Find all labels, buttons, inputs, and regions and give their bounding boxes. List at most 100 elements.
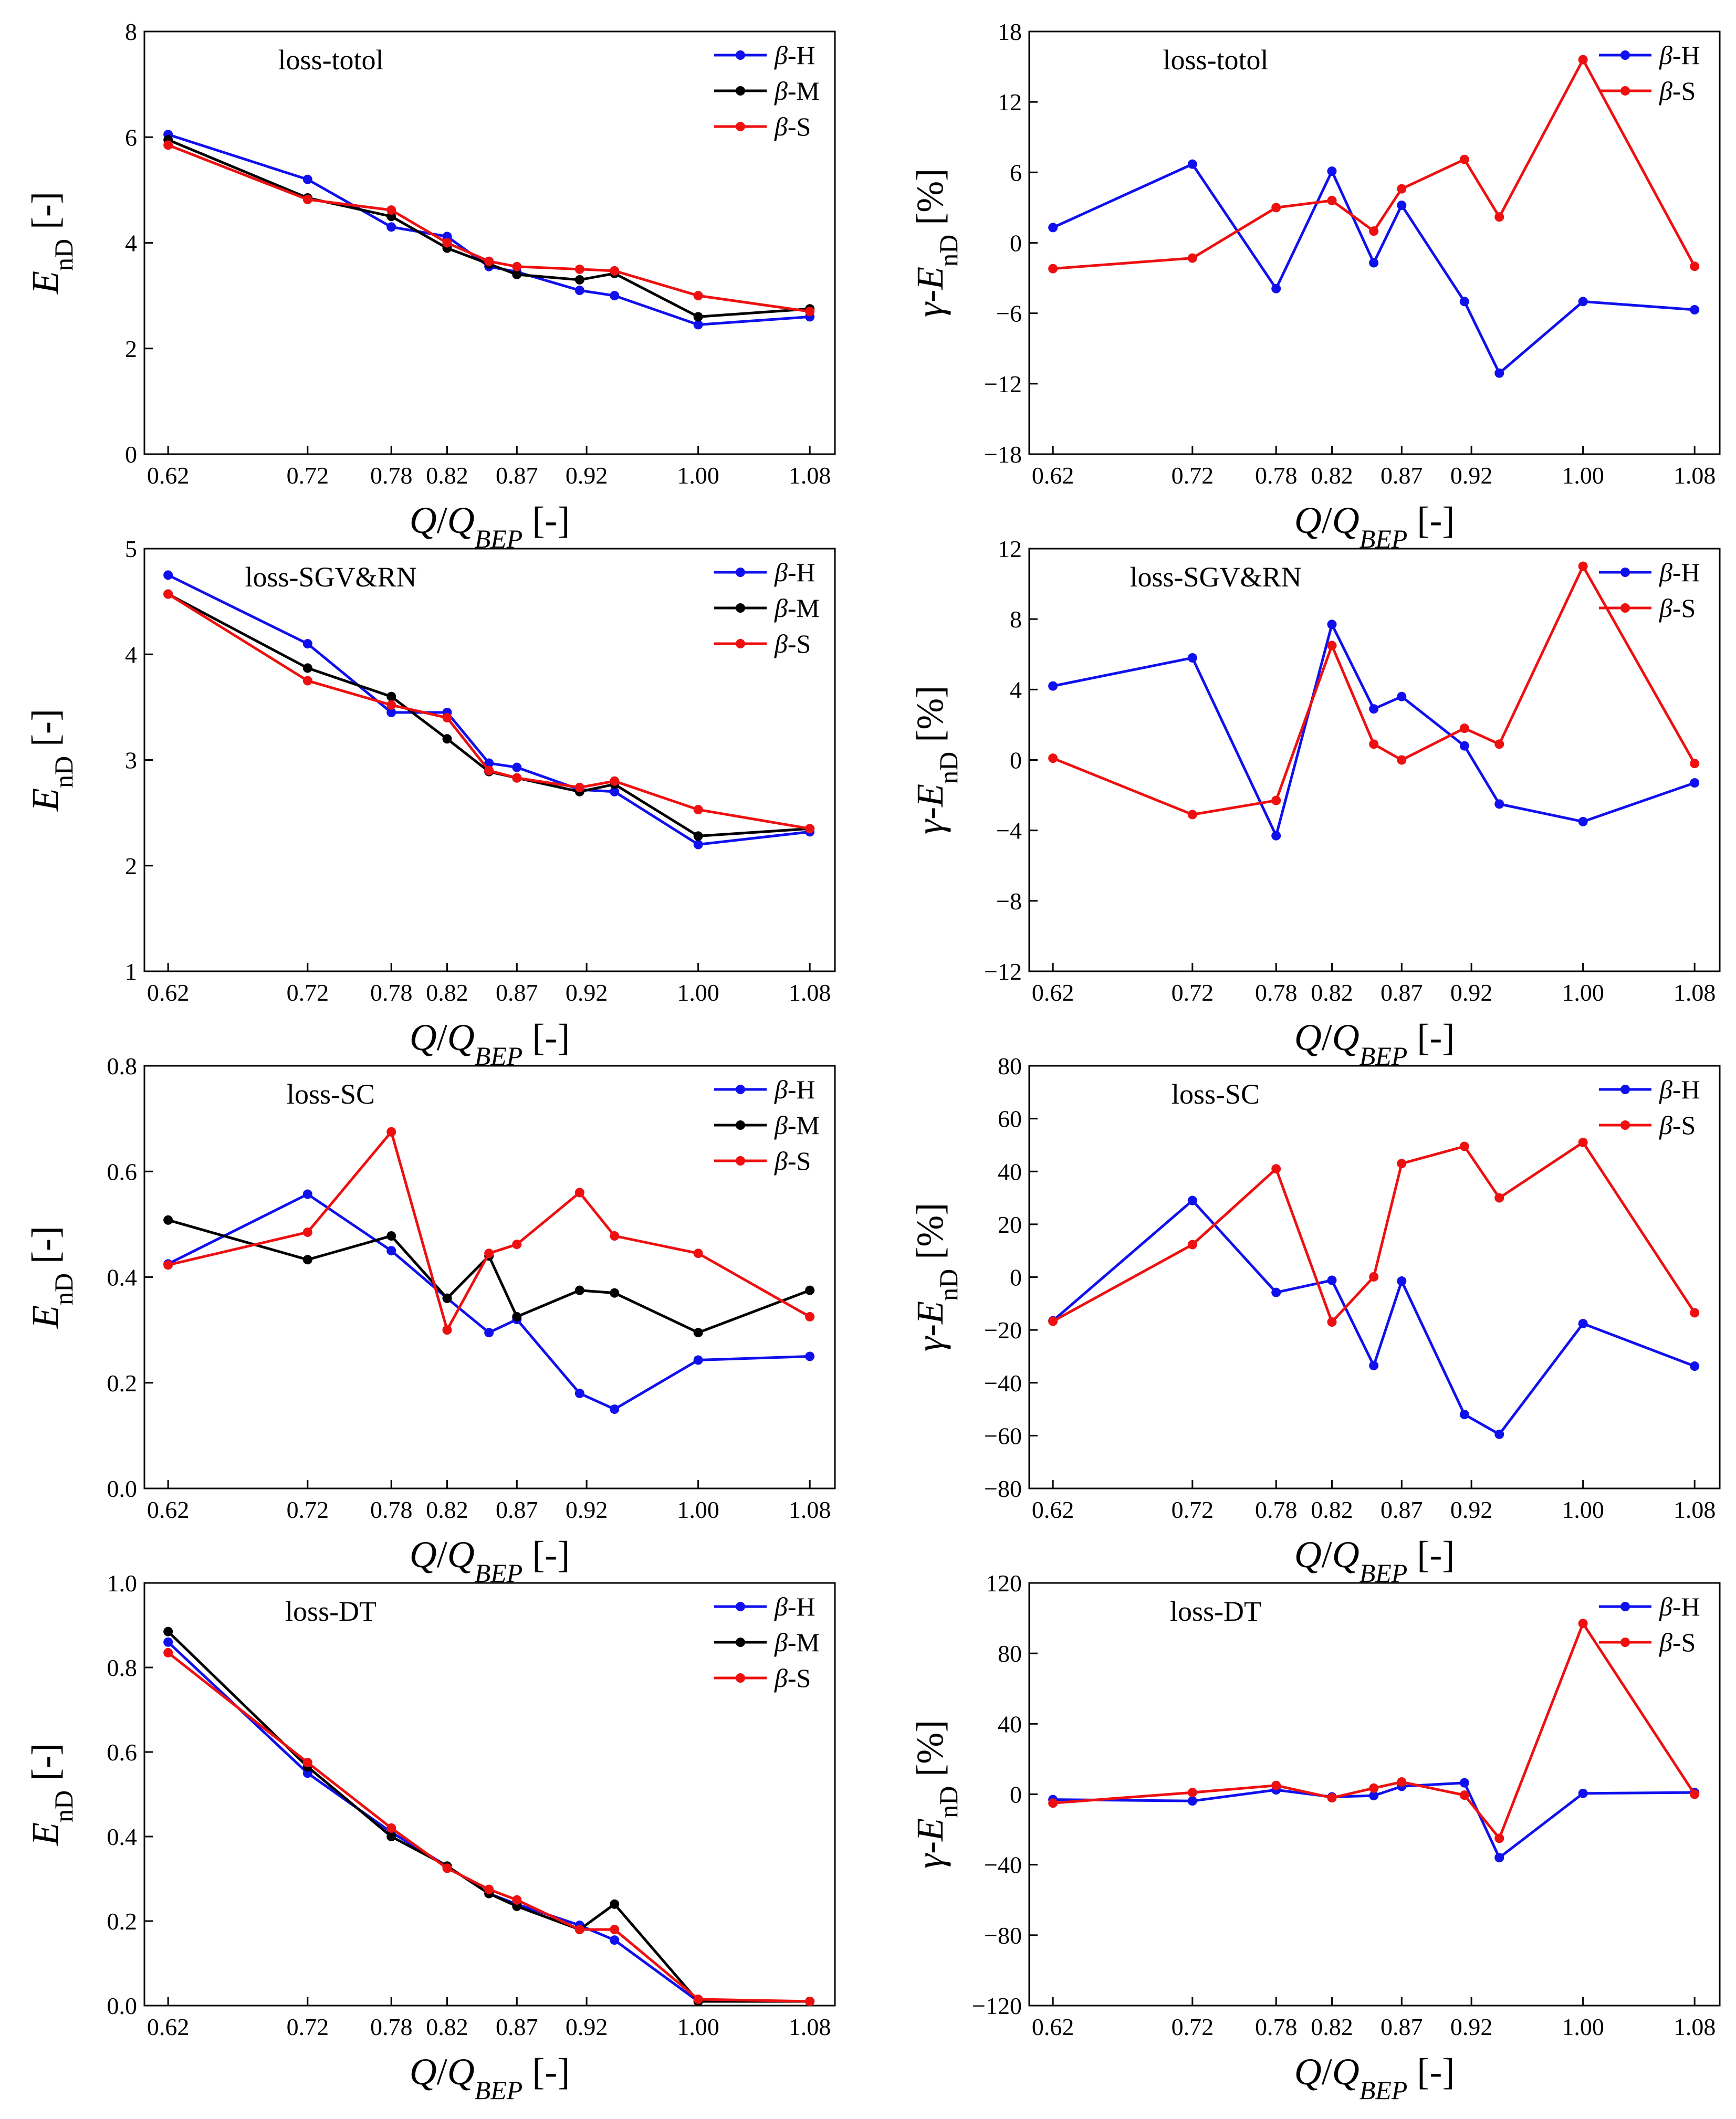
data-point-beta_H [1271, 831, 1281, 841]
x-tick-label: 0.78 [370, 1496, 413, 1523]
legend-label-beta_H: β-H [774, 1075, 815, 1104]
series-line-beta_M [168, 1219, 811, 1334]
plot-frame [143, 30, 836, 455]
data-point-beta_M [302, 1255, 312, 1265]
data-point-beta_M [386, 1231, 396, 1241]
data-point-beta_S [1690, 261, 1700, 271]
data-point-beta_H [1690, 778, 1700, 788]
x-tick-label: 0.78 [1255, 979, 1298, 1006]
data-point-beta_S [1459, 154, 1469, 164]
legend-marker-beta_M [736, 86, 745, 96]
data-point-beta_H [1271, 284, 1281, 293]
data-point-beta_S [386, 1127, 396, 1137]
data-point-beta_S [1578, 1137, 1588, 1147]
data-point-beta_H [1494, 1853, 1504, 1863]
legend-label-beta_S: β-S [774, 1146, 811, 1176]
legend-label-beta_H: β-H [774, 558, 815, 587]
data-point-beta_S [1397, 1777, 1407, 1787]
y-tick-label: 2 [125, 853, 137, 879]
x-tick-label: 0.92 [1450, 462, 1493, 489]
x-tick-label: 1.08 [789, 979, 831, 1006]
x-tick-label: 1.00 [677, 1496, 719, 1523]
x-tick-label: 0.78 [370, 979, 413, 1006]
data-point-beta_H [1494, 799, 1504, 809]
x-tick-label: 1.08 [1674, 462, 1716, 489]
data-point-beta_M [574, 275, 584, 285]
x-tick-label: 0.87 [1381, 2013, 1423, 2040]
data-point-beta_S [1578, 561, 1588, 571]
data-point-beta_S [1187, 810, 1197, 820]
chart-panel-7: 0.0 0.2 0.4 0.6 0.8 1.0 0.62 0.72 0.78 0.82 0.87 0.… [24, 1570, 836, 2105]
data-point-beta_M [442, 1293, 452, 1303]
y-axis-label: γ-EnD [%] [909, 1720, 963, 1869]
y-tick-label: 0 [1010, 1781, 1022, 1808]
data-point-beta_H [1187, 1195, 1197, 1205]
y-tick-label: 2 [125, 335, 137, 362]
data-point-beta_H [574, 286, 584, 296]
y-tick-label: −20 [984, 1317, 1022, 1344]
x-axis-label: Q/QBEP [-] [410, 499, 570, 553]
x-tick-label: 0.72 [287, 2013, 329, 2040]
data-point-beta_S [574, 264, 584, 274]
data-point-beta_H [1187, 159, 1197, 169]
series-line-beta_S [1052, 1620, 1696, 1841]
y-tick-label: 12 [998, 89, 1022, 116]
y-tick-label: 1 [125, 958, 137, 985]
x-tick-label: 0.78 [1255, 1496, 1298, 1523]
data-point-beta_S [1494, 212, 1504, 222]
series-line-beta_S [168, 1129, 811, 1334]
panel-title: loss-DT [285, 1596, 377, 1627]
data-point-beta_S [574, 1925, 584, 1935]
data-point-beta_H [1578, 816, 1588, 826]
data-point-beta_S [512, 1895, 522, 1905]
x-tick-label: 1.00 [677, 462, 719, 489]
data-point-beta_H [1397, 691, 1407, 701]
legend-marker-beta_S [1620, 86, 1630, 96]
data-point-beta_S [693, 1249, 703, 1258]
series-line-beta_H [1052, 162, 1695, 375]
data-point-beta_M [386, 691, 396, 701]
data-point-beta_H [1327, 1275, 1337, 1285]
legend-label-beta_H: β-H [1659, 1592, 1700, 1621]
chart-panel-6: −80 −60 −40 −20 0 20 40 60 80 0.62 0.72 0.78 0.82 0.8… [909, 1053, 1721, 1588]
data-point-beta_S [1369, 1783, 1379, 1793]
y-tick-label: 6 [125, 124, 137, 151]
y-tick-label: 0.0 [107, 1992, 138, 2019]
y-tick-label: −6 [996, 300, 1022, 327]
legend-label-beta_S: β-S [774, 629, 811, 658]
data-point-beta_S [302, 1758, 312, 1768]
y-tick-label: 80 [998, 1053, 1022, 1079]
x-tick-label: 0.82 [1311, 462, 1353, 489]
x-tick-label: 0.82 [1311, 2013, 1353, 2040]
x-tick-label: 0.72 [287, 1496, 329, 1523]
chart-panel-1: 0 2 4 6 8 0.62 0.72 0.78 0.82 0.87 0.92 1.00 1.08 Q/Q… [24, 18, 836, 553]
data-point-beta_H [1187, 1796, 1197, 1806]
x-tick-label: 0.72 [1172, 2013, 1214, 2040]
data-point-beta_H [693, 320, 703, 330]
data-point-beta_H [574, 1388, 584, 1398]
series-line-beta_S [1052, 57, 1696, 270]
data-point-beta_S [386, 1823, 396, 1833]
data-point-beta_M [610, 1288, 620, 1298]
data-point-beta_S [442, 1863, 452, 1873]
y-axis-label: EnD [-] [24, 192, 78, 295]
legend-label-beta_S: β-S [1659, 1110, 1696, 1140]
x-tick-label: 0.92 [566, 462, 608, 489]
data-point-beta_S [1369, 1272, 1379, 1282]
data-point-beta_H [1048, 223, 1058, 233]
legend-marker-beta_M [736, 1638, 745, 1647]
legend-label-beta_H: β-H [1659, 558, 1700, 587]
y-tick-label: −12 [984, 958, 1022, 985]
data-point-beta_S [610, 1925, 620, 1935]
data-point-beta_S [610, 266, 620, 276]
series-line-beta_H [1052, 1199, 1696, 1436]
y-tick-label: 60 [998, 1106, 1022, 1132]
x-tick-label: 0.72 [1172, 979, 1214, 1006]
y-tick-label: 40 [998, 1711, 1022, 1737]
data-point-beta_H [1494, 368, 1504, 378]
series-line-beta_M [167, 593, 810, 837]
legend-marker-beta_M [736, 1120, 745, 1130]
x-tick-label: 0.87 [1381, 1496, 1423, 1523]
data-point-beta_S [386, 205, 396, 215]
